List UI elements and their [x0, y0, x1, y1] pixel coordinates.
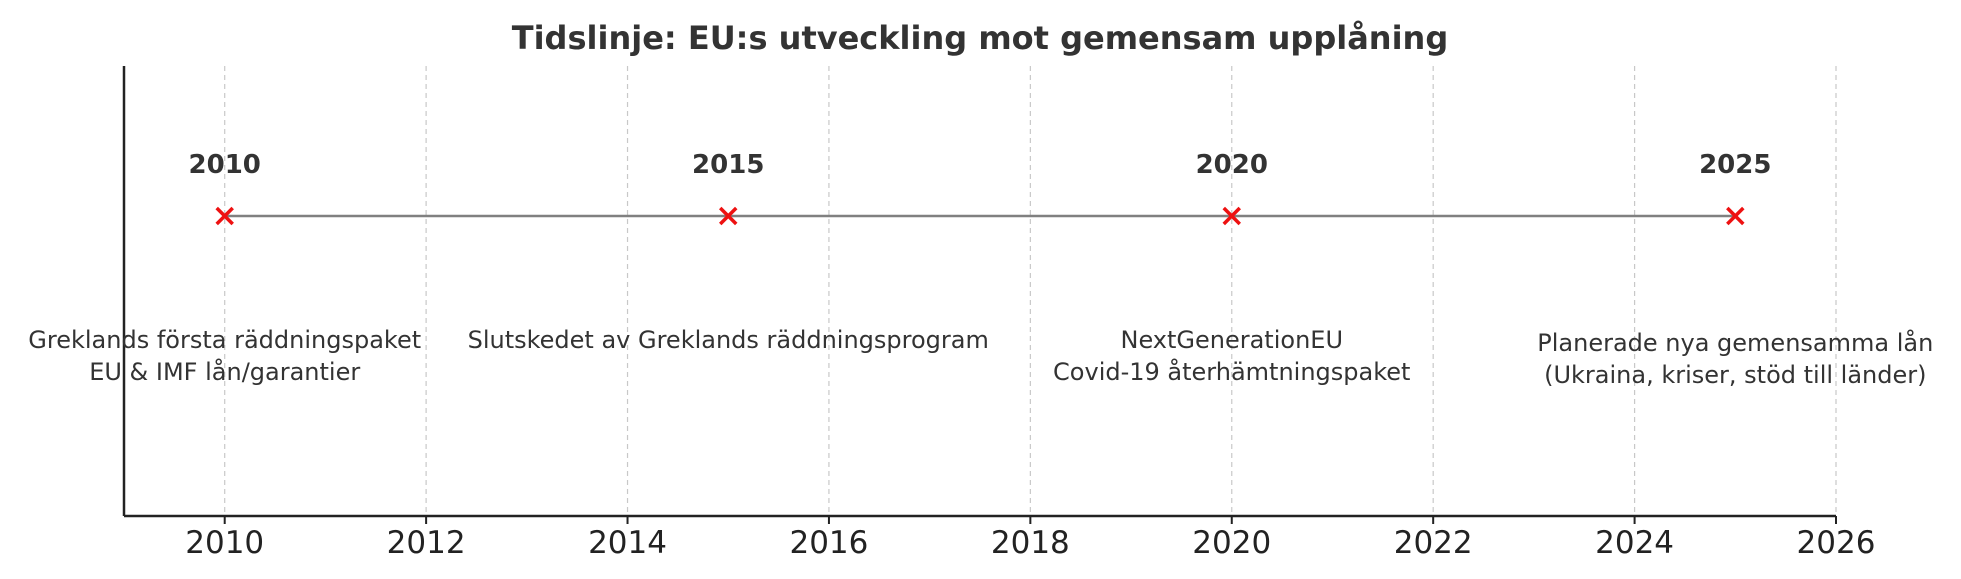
x-tick-label: 2026: [1797, 525, 1876, 561]
event-marker: [718, 206, 738, 226]
event-description-line: NextGenerationEU: [1120, 326, 1343, 354]
event-description-line: Slutskedet av Greklands räddningsprogram: [468, 326, 989, 354]
event-marker: [1222, 206, 1242, 226]
event-marker: [1726, 206, 1745, 226]
x-tick-label: 2014: [588, 525, 667, 561]
event-year-label: 2010: [189, 150, 261, 180]
chart-title: Tidslinje: EU:s utveckling mot gemensam …: [512, 19, 1448, 57]
x-axis-ticks: 2010 2012 2014 2016 2018 2020 2022 2024 2026: [185, 516, 1875, 561]
x-tick-label: 2020: [1192, 525, 1271, 561]
grid-lines: [224, 66, 1837, 516]
event-year-label: 2020: [1196, 150, 1268, 180]
event-description-line: Greklands första räddningspaket: [28, 326, 421, 354]
event-description-line: Covid-19 återhämtningspaket: [1053, 357, 1410, 386]
event-description-line: EU & IMF lån/garantier: [89, 357, 360, 386]
x-tick-label: 2012: [387, 525, 466, 561]
event-year-label: 2025: [1699, 150, 1771, 180]
event-marker: [215, 206, 234, 226]
timeline-series: [215, 206, 1745, 226]
x-tick-label: 2016: [789, 525, 868, 561]
axes: [122, 66, 1836, 518]
x-tick-label: 2022: [1394, 525, 1473, 561]
event-description-line: Planerade nya gemensamma lån: [1537, 328, 1933, 357]
x-tick-label: 2018: [991, 525, 1070, 561]
event-labels: 2010 Greklands första räddningspaket EU & …: [28, 150, 1933, 389]
x-tick-label: 2010: [185, 525, 264, 561]
x-tick-label: 2024: [1595, 525, 1674, 561]
event-description-line: (Ukraina, kriser, stöd till länder): [1544, 361, 1926, 389]
event-year-label: 2015: [692, 150, 764, 180]
